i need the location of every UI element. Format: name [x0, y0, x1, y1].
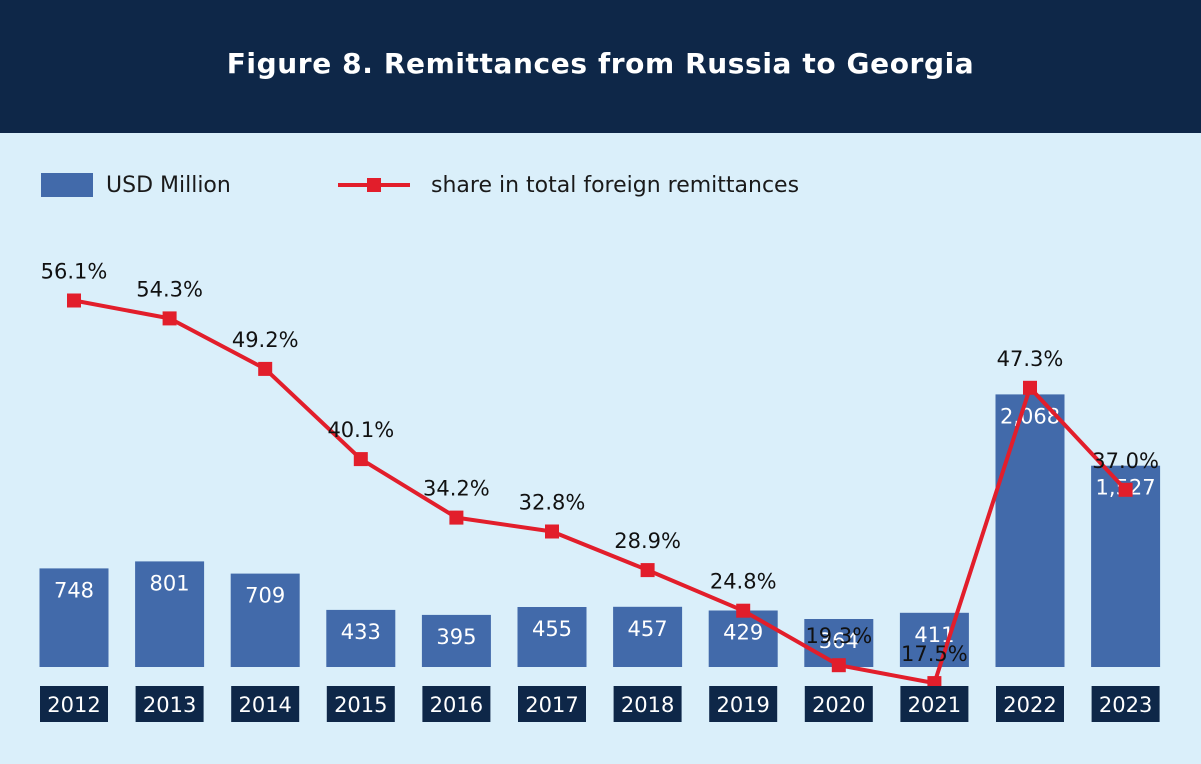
bar-2017 — [517, 607, 587, 667]
year-box-2018 — [613, 686, 682, 722]
year-box-2020 — [804, 686, 873, 722]
share-marker-2019 — [736, 603, 751, 618]
bar-value-label-2014: 709 — [245, 584, 285, 608]
bar-value-label-2019: 429 — [723, 621, 763, 645]
x-tick-label-2013: 2013 — [143, 693, 196, 717]
share-label-2023: 37.0% — [1092, 449, 1159, 473]
bar-2014 — [230, 573, 300, 667]
share-marker-2015 — [353, 452, 368, 467]
share-label-2018: 28.9% — [614, 529, 681, 553]
bar-2023 — [1091, 465, 1161, 667]
x-tick-label-2016: 2016 — [430, 693, 483, 717]
share-label-2020: 19.3% — [805, 624, 872, 648]
bar-value-label-2018: 457 — [628, 617, 668, 641]
share-marker-2016 — [449, 510, 464, 525]
year-box-2016 — [422, 686, 491, 722]
year-box-2021 — [900, 686, 969, 722]
bar-value-label-2016: 395 — [436, 625, 476, 649]
combo-chart: USD Million share in total foreign remit… — [39, 173, 1161, 722]
share-marker-2022 — [1023, 380, 1037, 395]
share-label-2014: 49.2% — [232, 328, 299, 352]
year-box-2023 — [1091, 686, 1160, 722]
bar-2019 — [708, 610, 778, 667]
x-tick-label-2019: 2019 — [716, 693, 769, 717]
share-line — [73, 298, 1128, 686]
chart-title: Figure 8. Remittances from Russia to Geo… — [226, 47, 975, 80]
x-tick-label-2023: 2023 — [1099, 693, 1152, 717]
bar-value-label-2013: 801 — [150, 571, 190, 595]
share-label-2016: 34.2% — [423, 477, 490, 501]
share-label-2015: 40.1% — [327, 418, 394, 442]
chart-area: USD Million share in total foreign remit… — [0, 133, 1201, 760]
share-marker-2017 — [545, 524, 559, 539]
chart-header: Figure 8. Remittances from Russia to Geo… — [0, 0, 1201, 133]
bar-2018 — [613, 606, 683, 667]
year-box-2012 — [40, 686, 108, 722]
x-tick-label-2017: 2017 — [525, 693, 578, 717]
bar-value-label-2015: 433 — [341, 620, 381, 644]
line-series — [67, 293, 1133, 691]
legend-line-label: share in total foreign remittances — [431, 173, 799, 198]
year-box-2013 — [135, 686, 204, 722]
bar-2021 — [899, 612, 969, 667]
x-axis-year-labels: 2012 2013 2014 2015 2016 2017 2018 2019 2020 2021… — [40, 686, 1160, 722]
x-tick-label-2018: 2018 — [621, 693, 674, 717]
share-label-2021: 17.5% — [901, 642, 968, 666]
x-tick-label-2021: 2021 — [908, 693, 961, 717]
bar-value-label-2017: 455 — [532, 617, 572, 641]
bar-2015 — [326, 609, 396, 667]
share-label-2017: 32.8% — [519, 491, 586, 515]
share-marker-2014 — [258, 361, 273, 376]
x-tick-label-2015: 2015 — [334, 693, 387, 717]
legend-bar-label: USD Million — [106, 173, 231, 198]
legend-bar-swatch — [41, 173, 93, 197]
chart-legend: USD Million share in total foreign remit… — [41, 173, 799, 198]
bar-value-label-2012: 748 — [54, 578, 94, 602]
bar-2022 — [995, 394, 1065, 667]
x-tick-label-2014: 2014 — [238, 693, 291, 717]
bar-value-label-2020: 364 — [819, 629, 859, 653]
year-box-2022 — [996, 686, 1064, 722]
share-label-2012: 56.1% — [41, 260, 108, 284]
bar-series — [39, 394, 1161, 667]
year-box-2019 — [709, 686, 778, 722]
bar-2013 — [135, 561, 205, 667]
legend-line-marker — [367, 178, 381, 192]
x-tick-label-2022: 2022 — [1003, 693, 1056, 717]
share-label-2019: 24.8% — [710, 570, 777, 594]
share-marker-2020 — [831, 658, 846, 673]
x-tick-label-2012: 2012 — [47, 693, 100, 717]
share-marker-2012 — [67, 293, 81, 308]
bar-2012 — [39, 568, 109, 667]
x-tick-label-2020: 2020 — [812, 693, 865, 717]
share-marker-2013 — [162, 311, 177, 326]
year-box-2014 — [231, 686, 300, 722]
share-label-2013: 54.3% — [136, 277, 203, 301]
share-label-2022: 47.3% — [997, 347, 1064, 371]
share-marker-2023 — [1118, 482, 1133, 497]
line-value-labels: 56.1% 54.3% 49.2% 40.1% 34.2% 32.8% 28.9% 24.8%… — [41, 260, 1159, 667]
share-marker-2018 — [640, 563, 655, 578]
year-box-2015 — [326, 686, 395, 722]
bar-2016 — [421, 614, 491, 667]
year-box-2017 — [518, 686, 586, 722]
